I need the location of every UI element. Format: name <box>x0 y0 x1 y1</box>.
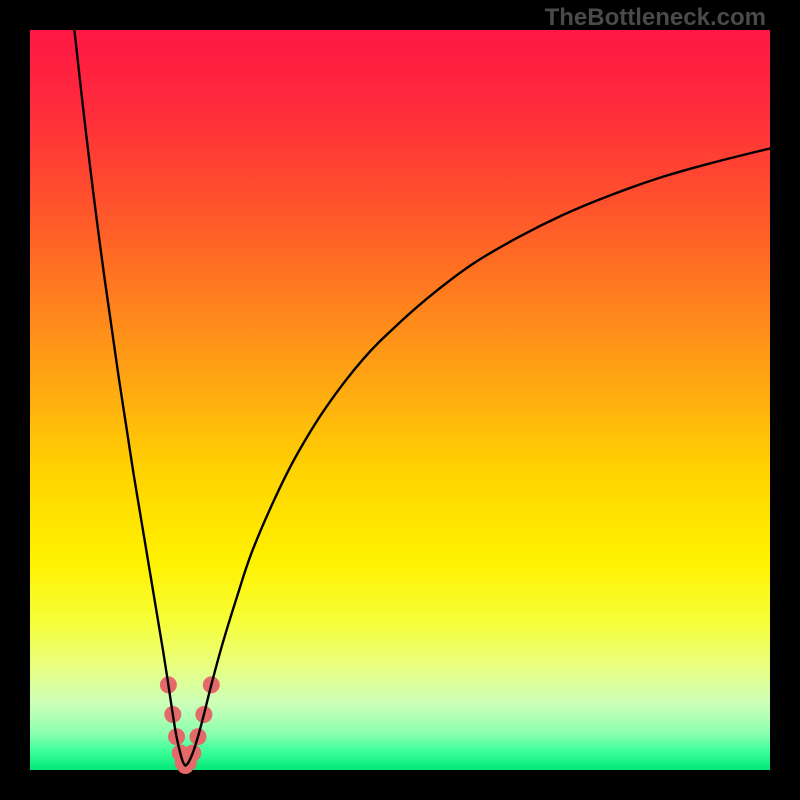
curve-right-branch <box>185 148 770 765</box>
bottleneck-curve-chart <box>30 30 770 770</box>
watermark-text: TheBottleneck.com <box>545 4 766 32</box>
curve-left-branch <box>74 30 185 766</box>
outer-frame: TheBottleneck.com <box>0 0 800 800</box>
plot-area <box>30 30 770 770</box>
